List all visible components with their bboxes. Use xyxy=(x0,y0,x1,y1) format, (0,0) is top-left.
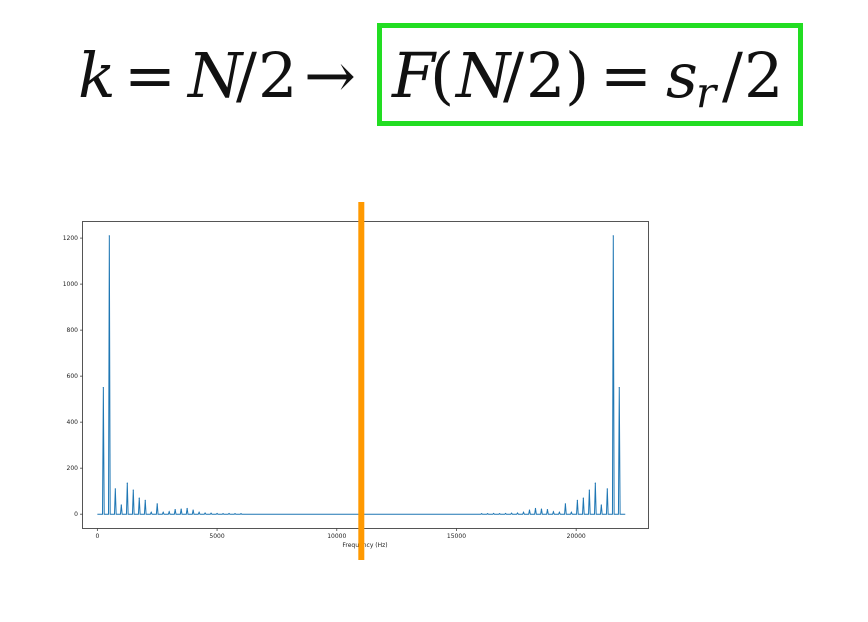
spectrum-peak xyxy=(120,504,122,506)
spectrum-peak xyxy=(156,503,158,505)
formula-f: F xyxy=(391,39,437,112)
y-tick-label: 0 xyxy=(74,511,78,518)
formula-lparen: ( xyxy=(430,39,454,112)
formula-n: N xyxy=(186,39,245,112)
spectrum-peak xyxy=(138,497,140,499)
spectrum-peak xyxy=(570,511,572,513)
spectrum-peak xyxy=(234,513,236,515)
spectrum-peak xyxy=(102,387,104,389)
spectrum-peak xyxy=(186,507,188,510)
spectrum-peak xyxy=(108,235,110,237)
spectrum-peak xyxy=(174,508,176,511)
spectrum-peak xyxy=(534,507,537,510)
highlight-box xyxy=(377,23,803,126)
spectrum-peak xyxy=(481,513,483,515)
spectrum-peak xyxy=(114,488,116,490)
y-tick-label: 400 xyxy=(67,419,79,426)
formula: k = N / 2 → F ( N / 2 ) = s r / 2 xyxy=(78,23,803,126)
spectrum-peak xyxy=(618,387,620,389)
spectrum-peak xyxy=(498,513,501,515)
x-tick-label: 5000 xyxy=(209,533,224,540)
formula-left: k = N / 2 → xyxy=(78,39,356,112)
formula-k: k xyxy=(78,39,116,112)
x-tick-label: 15000 xyxy=(447,533,466,540)
spectrum-peak xyxy=(558,511,561,513)
formula-rparen: ) xyxy=(565,39,589,112)
y-tick-label: 200 xyxy=(67,465,79,472)
formula-slash: / xyxy=(236,39,257,112)
spectrum-peak xyxy=(216,512,218,515)
y-tick-label: 1000 xyxy=(63,281,78,288)
formula-slash-right: / xyxy=(503,39,524,112)
formula-equals: = xyxy=(124,39,176,112)
x-tick-label: 0 xyxy=(95,533,99,540)
spectrum-peak xyxy=(132,489,134,491)
spectrum-peak xyxy=(192,509,194,511)
formula-n2: N xyxy=(454,39,513,112)
spectrum-peak xyxy=(240,513,242,515)
spectrum-peak xyxy=(540,508,543,510)
spectrum-peak xyxy=(492,512,495,515)
formula-two: 2 xyxy=(258,39,297,112)
formula-two-right: 2 xyxy=(526,39,565,112)
spectrum-peak xyxy=(588,489,590,491)
spectrum-peak xyxy=(150,511,152,513)
x-axis: 0 5000 10000 15000 20000 xyxy=(95,528,586,540)
spectrum-peak xyxy=(564,503,567,505)
formula-s: s xyxy=(666,39,698,112)
spectrum-peak xyxy=(126,482,128,484)
spectrum-peak xyxy=(582,497,584,499)
spectrum-peak xyxy=(522,511,525,513)
spectrum-peak xyxy=(528,509,531,511)
y-tick-label: 1200 xyxy=(63,235,78,242)
x-tick-label: 20000 xyxy=(567,533,586,540)
spectrum-peak xyxy=(210,512,212,514)
spectrum-peak xyxy=(228,512,230,515)
nyquist-bar xyxy=(358,202,365,560)
spectrum-peak xyxy=(168,511,170,513)
plot-frame xyxy=(82,221,649,529)
spectrum-peak xyxy=(510,512,513,514)
y-tick-label: 800 xyxy=(67,327,79,334)
x-axis-label: Frequency (Hz) xyxy=(342,542,387,549)
spectrum-peak xyxy=(552,511,555,513)
spectrum-peak xyxy=(162,511,164,513)
formula-equals-right: = xyxy=(600,39,652,112)
x-tick-label: 10000 xyxy=(327,533,346,540)
spectrum-peak xyxy=(516,512,519,514)
y-axis: 0 200 400 600 800 1000 1200 xyxy=(63,235,83,518)
y-tick-label: 600 xyxy=(67,373,79,380)
spectrum-peak xyxy=(606,488,608,490)
spectrum-peak xyxy=(144,499,146,501)
spectrum-peak xyxy=(180,508,182,510)
spectrum-peak xyxy=(504,512,507,515)
spectrum-peak xyxy=(486,513,489,515)
nyquist-marker xyxy=(358,202,365,560)
spectrum-peak xyxy=(612,235,614,237)
formula-two-end: 2 xyxy=(744,39,783,112)
spectrum-peak xyxy=(204,512,206,514)
spectrum-chart: 0 200 400 600 800 1000 1200 0 5000 10000 15000 200… xyxy=(63,202,649,560)
formula-slash-end: / xyxy=(722,39,743,112)
spectrum-peak xyxy=(546,508,549,511)
spectrum-peak xyxy=(594,482,596,484)
spectrum-peak xyxy=(222,513,224,515)
spectrum-peak xyxy=(600,504,602,506)
formula-right: F ( N / 2 ) = s r / 2 xyxy=(391,39,783,117)
spectrum-peak xyxy=(198,511,200,513)
formula-arrow: → xyxy=(304,39,356,112)
spectrum-peak xyxy=(576,499,578,501)
formula-r-subscript: r xyxy=(696,68,719,117)
